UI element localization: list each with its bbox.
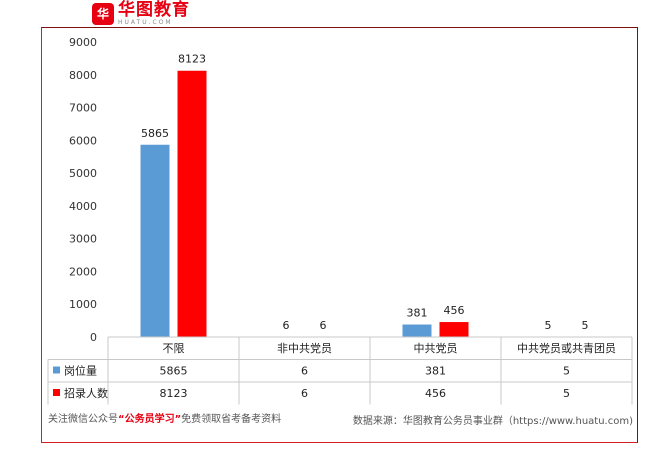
chart-frame (41, 27, 638, 443)
wechat-account-name: “公务员学习” (118, 414, 182, 425)
data-label: 381 (407, 307, 428, 320)
table-cell: 6 (301, 365, 308, 378)
legend-label: 招录人数 (64, 386, 108, 400)
legend-label: 岗位量 (64, 364, 97, 378)
data-label: 5 (545, 319, 552, 332)
logo-domain: HUATU.COM (118, 18, 173, 26)
bar-0-2 (402, 324, 432, 337)
data-label: 456 (444, 304, 465, 317)
logo-name: 华图教育 (118, 0, 190, 20)
table-cell: 5 (563, 387, 570, 400)
category-label: 不限 (163, 342, 185, 355)
data-label: 5865 (141, 127, 169, 140)
y-tick-label: 3000 (69, 233, 97, 246)
bar-1-0 (177, 70, 207, 338)
table-cell: 6 (301, 387, 308, 400)
data-label: 6 (320, 319, 327, 332)
y-tick-label: 1000 (69, 298, 97, 311)
category-label: 非中共党员 (277, 342, 332, 355)
legend-key-0 (53, 366, 60, 374)
legend-key-1 (53, 389, 60, 396)
y-tick-label: 0 (90, 331, 97, 344)
y-tick-label: 2000 (69, 265, 97, 278)
y-tick-label: 8000 (69, 69, 97, 82)
bar-1-2 (439, 322, 469, 337)
table-cell: 8123 (160, 387, 188, 400)
data-source-note: 数据来源：华图教育公务员事业群（https://www.huatu.com) (352, 416, 633, 427)
data-label: 5 (582, 319, 589, 332)
y-tick-label: 7000 (69, 102, 97, 115)
y-tick-label: 9000 (69, 36, 97, 49)
table-cell: 5 (563, 365, 570, 378)
table-cell: 5865 (160, 365, 188, 378)
y-tick-label: 6000 (69, 134, 97, 147)
y-tick-label: 5000 (69, 167, 97, 180)
logo-badge-icon: 华 (92, 2, 114, 25)
data-label: 6 (283, 319, 290, 332)
y-tick-label: 4000 (69, 200, 97, 213)
category-label: 中共党员 (414, 342, 458, 355)
footer-wechat-note: 关注微信公众号“公务员学习”免费领取省考备考资料 (48, 414, 282, 425)
data-label: 8123 (178, 53, 206, 66)
category-label: 中共党员或共青团员 (517, 342, 616, 355)
huatu-logo: 华 华图教育 HUATU.COM (92, 0, 232, 27)
table-cell: 381 (425, 365, 446, 378)
table-cell: 456 (425, 387, 446, 400)
bar-0-0 (140, 144, 170, 337)
